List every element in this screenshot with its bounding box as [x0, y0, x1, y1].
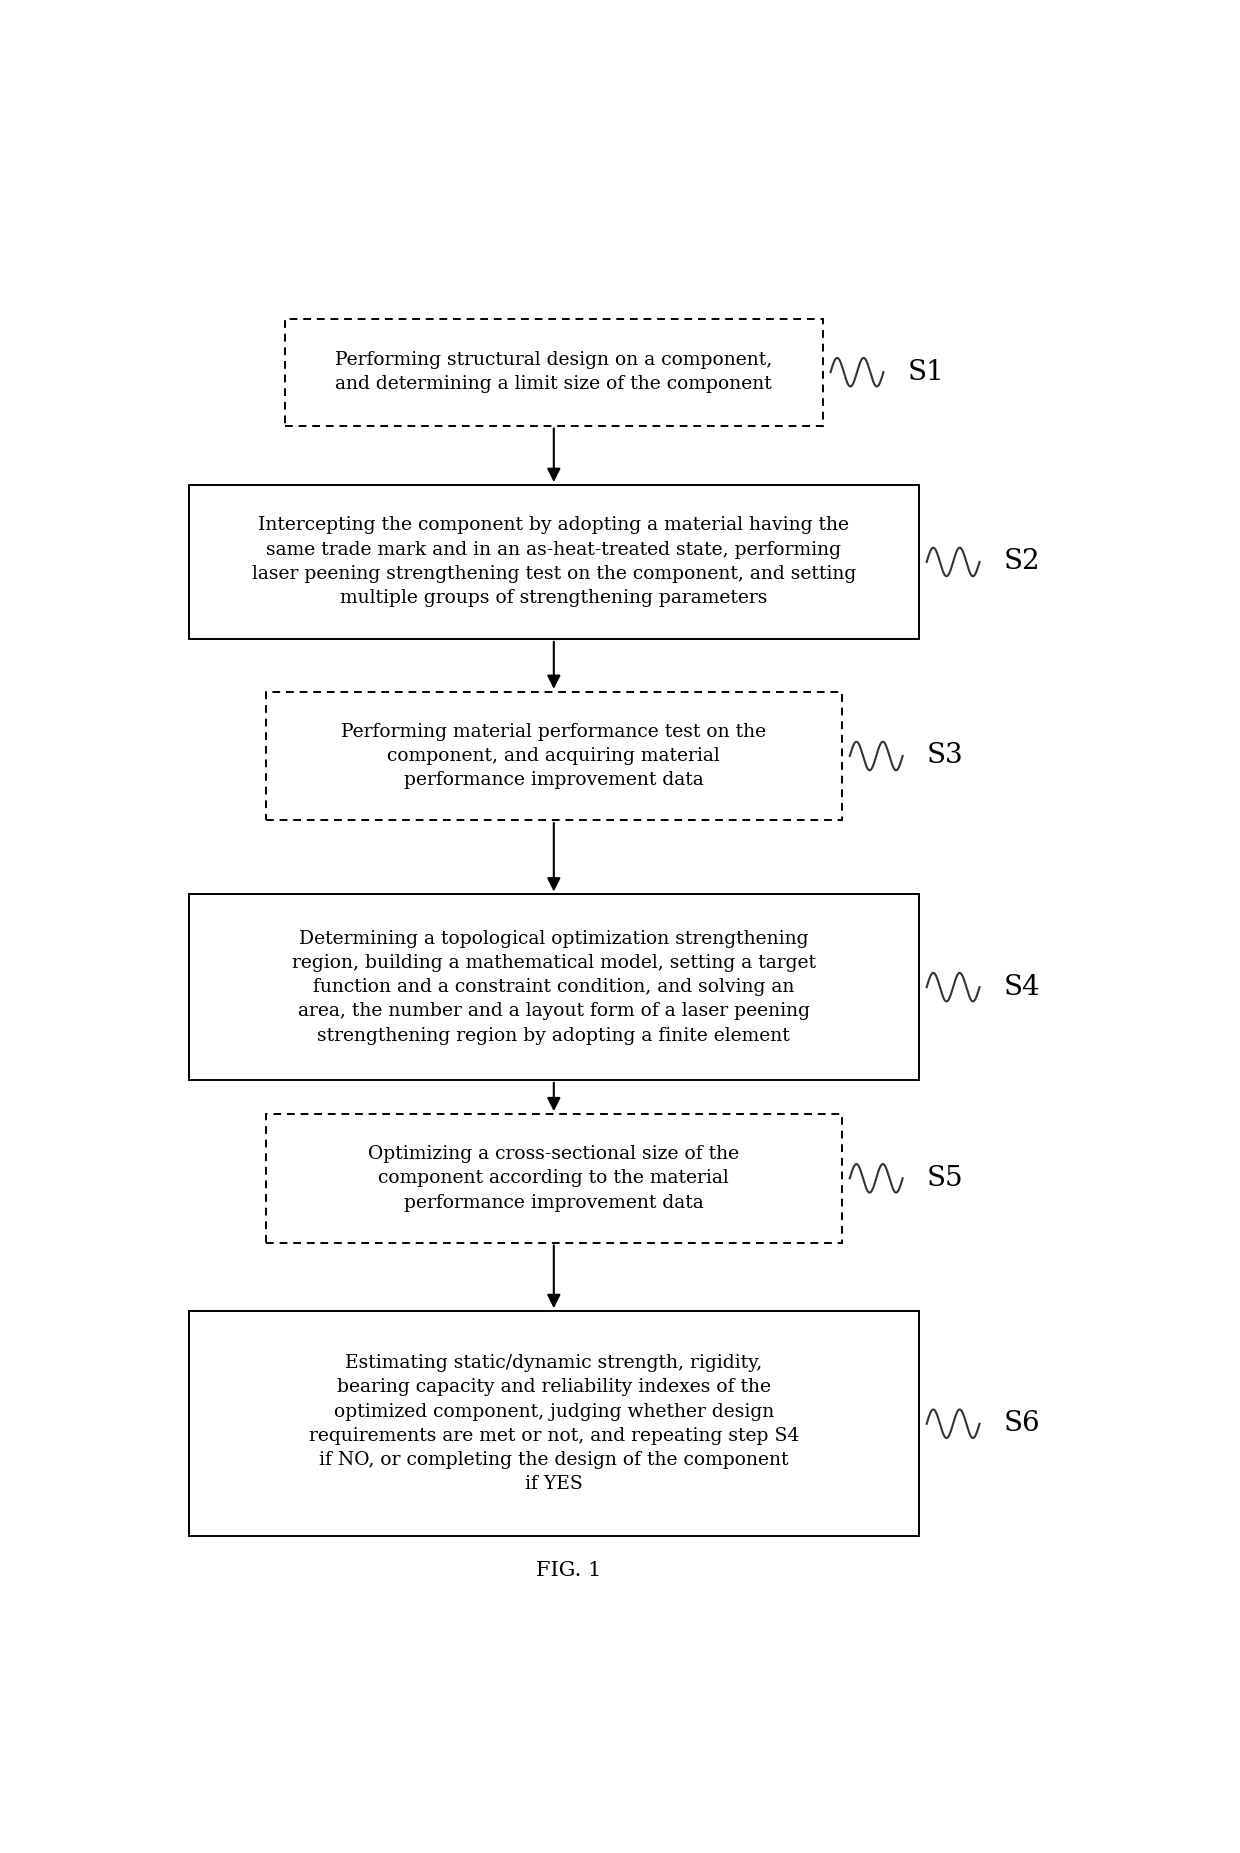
Text: FIG. 1: FIG. 1: [536, 1562, 601, 1581]
Text: Optimizing a cross-sectional size of the
component according to the material
per: Optimizing a cross-sectional size of the…: [368, 1145, 739, 1212]
Text: S3: S3: [926, 743, 963, 769]
Text: Performing material performance test on the
component, and acquiring material
pe: Performing material performance test on …: [341, 723, 766, 789]
Bar: [188, 485, 919, 639]
Text: Intercepting the component by adopting a material having the
same trade mark and: Intercepting the component by adopting a…: [252, 517, 856, 608]
Text: S2: S2: [1003, 548, 1040, 576]
Bar: [188, 1312, 919, 1536]
Text: Determining a topological optimization strengthening
region, building a mathemat: Determining a topological optimization s…: [291, 930, 816, 1045]
Text: Performing structural design on a component,
and determining a limit size of the: Performing structural design on a compon…: [335, 350, 773, 393]
Bar: [265, 1114, 842, 1243]
Text: S4: S4: [1003, 973, 1040, 1001]
Bar: [188, 895, 919, 1080]
Bar: [285, 319, 823, 426]
Text: S6: S6: [1003, 1410, 1040, 1438]
Text: Estimating static/dynamic strength, rigidity,
bearing capacity and reliability i: Estimating static/dynamic strength, rigi…: [309, 1355, 799, 1494]
Bar: [265, 691, 842, 821]
Text: S5: S5: [926, 1166, 963, 1191]
Text: S1: S1: [908, 359, 944, 385]
